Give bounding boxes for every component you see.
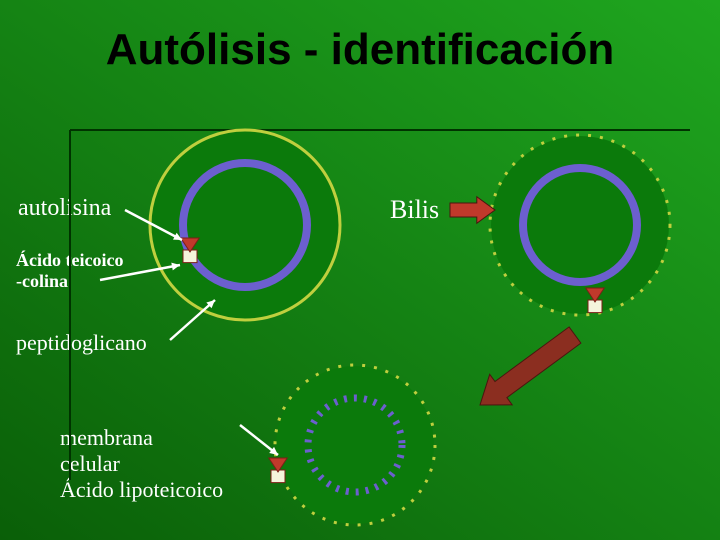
label-autolisina: autolisina: [18, 195, 111, 222]
slide-title: Autólisis - identificación: [0, 25, 720, 75]
label-acido-teicoico: Ácido teicoico -colina: [16, 250, 123, 292]
label-membrana: membrana celular Ácido lipoteicoico: [60, 425, 223, 503]
label-bilis: Bilis: [390, 195, 439, 225]
slide-root: Autólisis - identificación autolisina Ác…: [0, 0, 720, 540]
label-peptidoglicano: peptidoglicano: [16, 330, 147, 356]
